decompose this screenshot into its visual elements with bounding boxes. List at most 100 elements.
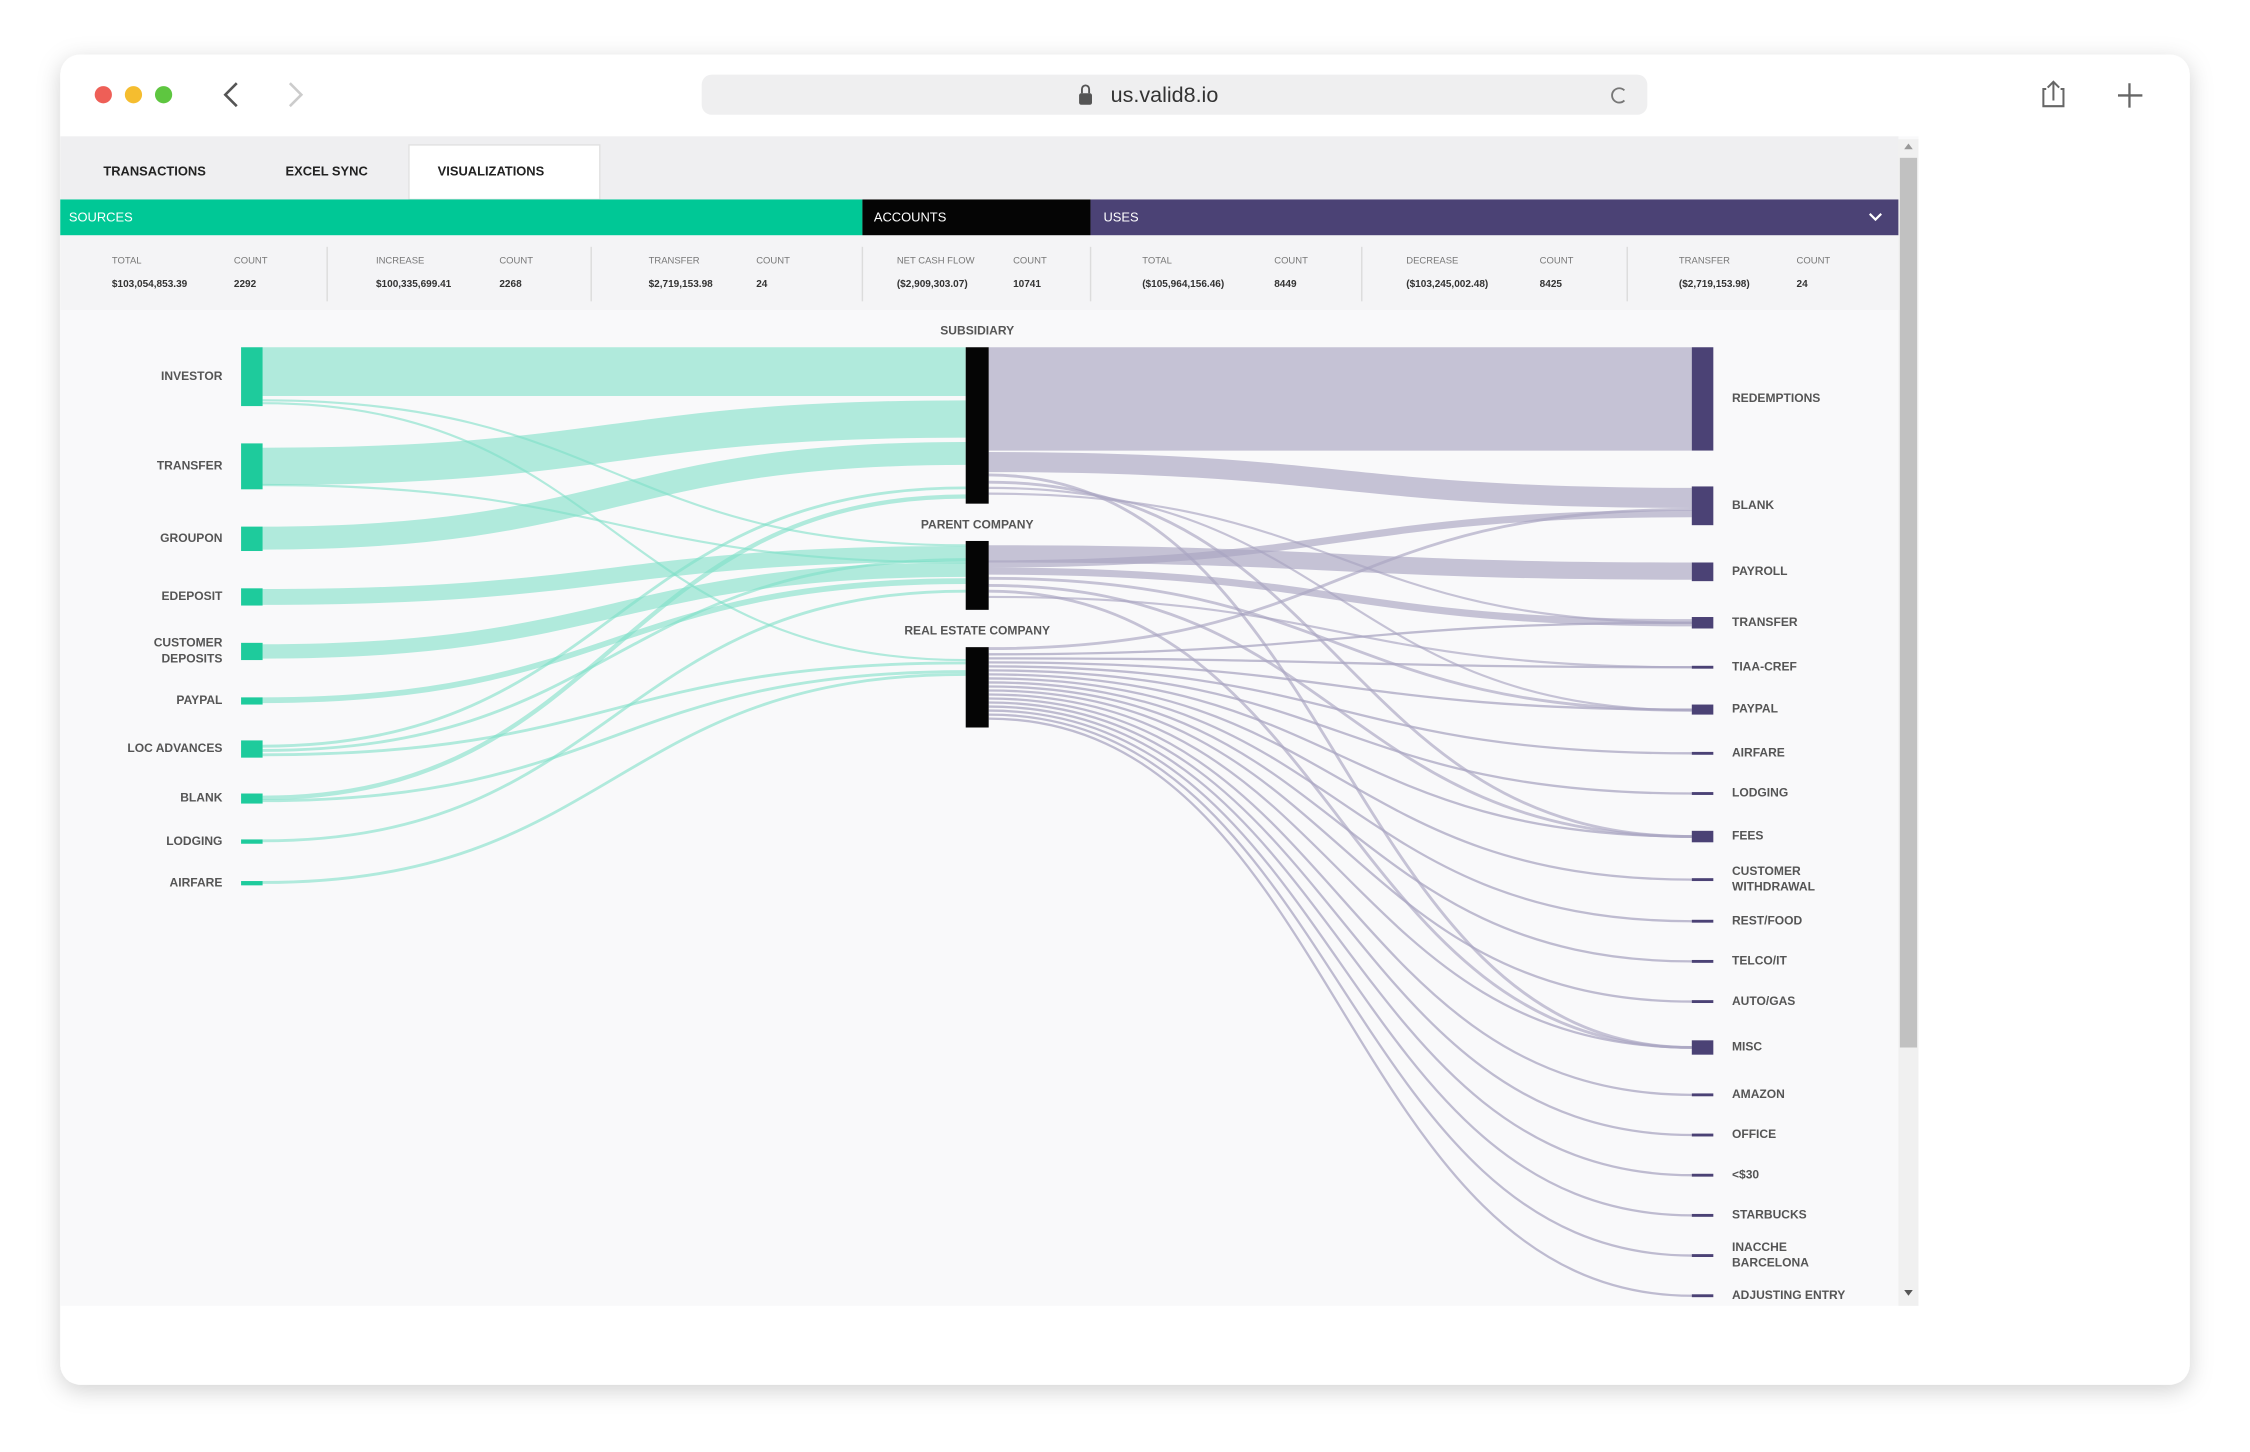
stat-label: TRANSFER xyxy=(1679,256,1730,267)
stat-value: ($2,719,153.98) xyxy=(1679,279,1750,290)
node-label: TIAA-CREF xyxy=(1732,659,1797,673)
node-label: GROUPON xyxy=(160,531,222,545)
node-label: BLANK xyxy=(180,791,222,805)
stats: TOTAL $103,054,853.39 COUNT 2292 INCREASE $10… xyxy=(112,246,1831,302)
use-node xyxy=(1691,919,1714,923)
flow-link xyxy=(988,677,1692,881)
share-button[interactable] xyxy=(2042,80,2065,108)
tab[interactable]: TRANSACTIONS xyxy=(103,164,206,179)
uses-header xyxy=(1090,199,1899,236)
forward-button[interactable] xyxy=(288,82,304,108)
dropdown-toggle[interactable] xyxy=(1868,213,1882,222)
flow-link xyxy=(988,665,1692,755)
flow-link xyxy=(262,545,966,605)
url-bar[interactable] xyxy=(701,74,1648,115)
node-label: STARBUCKS xyxy=(1732,1208,1807,1222)
node-label: BARCELONA xyxy=(1732,1256,1809,1270)
node-label: REST/FOOD xyxy=(1732,913,1803,927)
flow-link xyxy=(988,669,1692,795)
node-label: PAYROLL xyxy=(1732,564,1788,578)
flow-link xyxy=(988,713,1692,1257)
node-label: AIRFARE xyxy=(1732,746,1785,760)
source-node xyxy=(241,697,263,705)
tab[interactable]: VISUALIZATIONS xyxy=(438,164,545,179)
node-label: CUSTOMER xyxy=(154,636,223,650)
flow-link xyxy=(988,576,1692,712)
stat-label: TRANSFER xyxy=(649,256,700,267)
flow-link xyxy=(988,452,1692,508)
use-node xyxy=(1691,1294,1714,1298)
flow-link xyxy=(988,689,1692,1003)
flow-link xyxy=(988,673,1692,838)
new-tab-button[interactable] xyxy=(2117,83,2143,108)
zoom-button[interactable] xyxy=(154,86,173,104)
stat-label: TOTAL xyxy=(1142,256,1172,267)
flow-link xyxy=(262,562,966,659)
flow-link xyxy=(262,670,966,803)
node-label: LOC ADVANCES xyxy=(127,741,222,755)
scroll-up[interactable] xyxy=(1904,143,1913,150)
flow-link xyxy=(988,693,1692,1049)
stat-value: 24 xyxy=(756,279,768,290)
use-node xyxy=(1691,751,1714,755)
flow-link xyxy=(988,701,1692,1137)
use-node xyxy=(1691,704,1714,715)
flow-link xyxy=(262,441,966,550)
close-button[interactable] xyxy=(94,86,112,104)
node-label: WITHDRAWAL xyxy=(1732,880,1815,894)
flow-link xyxy=(988,709,1692,1217)
account-label: REAL ESTATE COMPANY xyxy=(904,624,1050,638)
account-node xyxy=(965,540,989,610)
stat-value: 2268 xyxy=(499,279,522,290)
flow-link xyxy=(988,507,1692,651)
source-node xyxy=(241,839,263,844)
node-label: <$30 xyxy=(1732,1167,1759,1181)
reload-button[interactable] xyxy=(1611,87,1626,104)
node-label: EDEPOSIT xyxy=(161,589,223,603)
stat-value: $103,054,853.39 xyxy=(112,279,188,290)
stats-row xyxy=(60,235,1899,310)
flow-link xyxy=(988,717,1692,1297)
nodes: INVESTOR TRANSFER GROUPON EDEPOSIT CUSTOMER D… xyxy=(127,324,1845,1302)
stat-value: $2,719,153.98 xyxy=(649,279,714,290)
tab[interactable]: EXCEL SYNC xyxy=(286,164,368,179)
stat-label: TOTAL xyxy=(112,256,142,267)
stat-label: COUNT xyxy=(1797,256,1831,267)
node-label: MISC xyxy=(1732,1040,1762,1054)
node-label: INVESTOR xyxy=(161,369,223,383)
flow-link xyxy=(988,661,1692,711)
stat-value: ($103,245,002.48) xyxy=(1406,279,1488,290)
use-node xyxy=(1691,617,1714,629)
use-node xyxy=(1691,562,1714,582)
use-node xyxy=(1691,665,1714,669)
use-node xyxy=(1691,1213,1714,1217)
flow-link xyxy=(262,661,966,757)
source-node xyxy=(241,740,263,758)
scrollbar-thumb[interactable] xyxy=(1899,157,1918,1048)
node-label: REDEMPTIONS xyxy=(1732,391,1820,405)
node-label: ADJUSTING ENTRY xyxy=(1732,1288,1845,1302)
flow-link xyxy=(988,705,1692,1177)
stat-value: $100,335,699.41 xyxy=(376,279,452,290)
accounts-header xyxy=(862,199,1091,236)
node-label: AUTO/GAS xyxy=(1732,994,1795,1008)
scroll-down[interactable] xyxy=(1904,1289,1913,1296)
minimize-button[interactable] xyxy=(124,86,143,104)
use-node xyxy=(1691,1133,1714,1137)
account-label: PARENT COMPANY xyxy=(921,517,1034,531)
lock-icon xyxy=(1079,93,1092,105)
section-title: SOURCES xyxy=(69,210,133,225)
use-node xyxy=(1691,830,1714,843)
stat-label: COUNT xyxy=(234,256,268,267)
flow-link xyxy=(262,558,966,752)
stat-label: COUNT xyxy=(1274,256,1308,267)
use-node xyxy=(1691,792,1714,795)
flow-link xyxy=(262,578,966,704)
account-label: SUBSIDIARY xyxy=(940,324,1014,338)
stat-value: ($2,909,303.07) xyxy=(897,279,968,290)
stat-label: DECREASE xyxy=(1406,256,1458,267)
node-label: PAYPAL xyxy=(176,693,222,707)
back-button[interactable] xyxy=(223,82,238,108)
node-label: INACCHE xyxy=(1732,1240,1787,1254)
